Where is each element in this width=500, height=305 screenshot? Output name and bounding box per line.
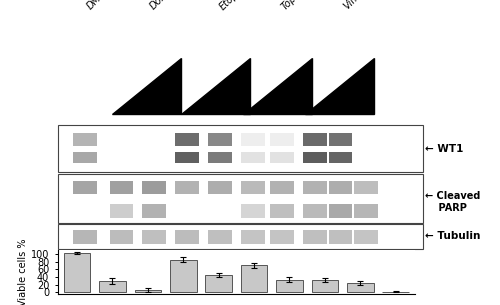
Bar	[64, 253, 90, 292]
Text: ← Cleaved
    PARP: ← Cleaved PARP	[425, 191, 480, 214]
Bar	[241, 230, 264, 244]
Y-axis label: Viable cells %: Viable cells %	[18, 239, 28, 305]
Bar	[142, 204, 166, 218]
Bar	[270, 204, 294, 218]
Bar	[208, 181, 232, 194]
Bar	[134, 290, 161, 292]
Bar	[270, 230, 294, 244]
Text: Doxorubicin: Doxorubicin	[148, 0, 196, 12]
Bar	[175, 133, 199, 146]
Bar	[206, 275, 232, 292]
Bar	[303, 181, 326, 194]
Bar	[73, 133, 96, 146]
Bar	[270, 133, 294, 146]
Bar	[241, 265, 268, 292]
Bar	[170, 260, 196, 292]
Bar	[142, 181, 166, 194]
Bar	[270, 152, 294, 163]
Bar	[142, 230, 166, 244]
Bar	[208, 133, 232, 146]
Bar	[241, 204, 264, 218]
Bar	[354, 230, 378, 244]
Bar	[73, 181, 96, 194]
Polygon shape	[181, 58, 250, 114]
Text: Vincristine: Vincristine	[342, 0, 385, 12]
Bar	[328, 230, 352, 244]
Bar	[312, 280, 338, 292]
Bar	[270, 181, 294, 194]
Bar	[328, 152, 352, 163]
Bar	[303, 133, 326, 146]
Bar	[354, 204, 378, 218]
Polygon shape	[243, 58, 312, 114]
Bar	[303, 152, 326, 163]
Polygon shape	[305, 58, 374, 114]
Bar	[276, 280, 303, 292]
Bar	[110, 181, 133, 194]
Polygon shape	[112, 58, 181, 114]
Bar	[73, 152, 96, 163]
Bar	[241, 133, 264, 146]
Text: DMSO: DMSO	[85, 0, 113, 12]
Bar	[175, 181, 199, 194]
Bar	[303, 204, 326, 218]
Bar	[241, 181, 264, 194]
Bar	[175, 152, 199, 163]
Bar	[241, 152, 264, 163]
Text: ← WT1: ← WT1	[425, 144, 464, 154]
Bar	[208, 230, 232, 244]
Bar	[175, 230, 199, 244]
Bar	[328, 133, 352, 146]
Bar	[354, 181, 378, 194]
Bar	[99, 281, 126, 292]
Bar	[328, 181, 352, 194]
Bar	[303, 230, 326, 244]
Text: ← Tubulin: ← Tubulin	[425, 231, 480, 241]
Bar	[73, 230, 96, 244]
Bar	[328, 204, 352, 218]
Bar	[347, 283, 374, 292]
Bar	[110, 230, 133, 244]
Bar	[110, 204, 133, 218]
Text: Etoposide: Etoposide	[218, 0, 258, 12]
Bar	[208, 152, 232, 163]
Text: Topotecan: Topotecan	[280, 0, 322, 12]
